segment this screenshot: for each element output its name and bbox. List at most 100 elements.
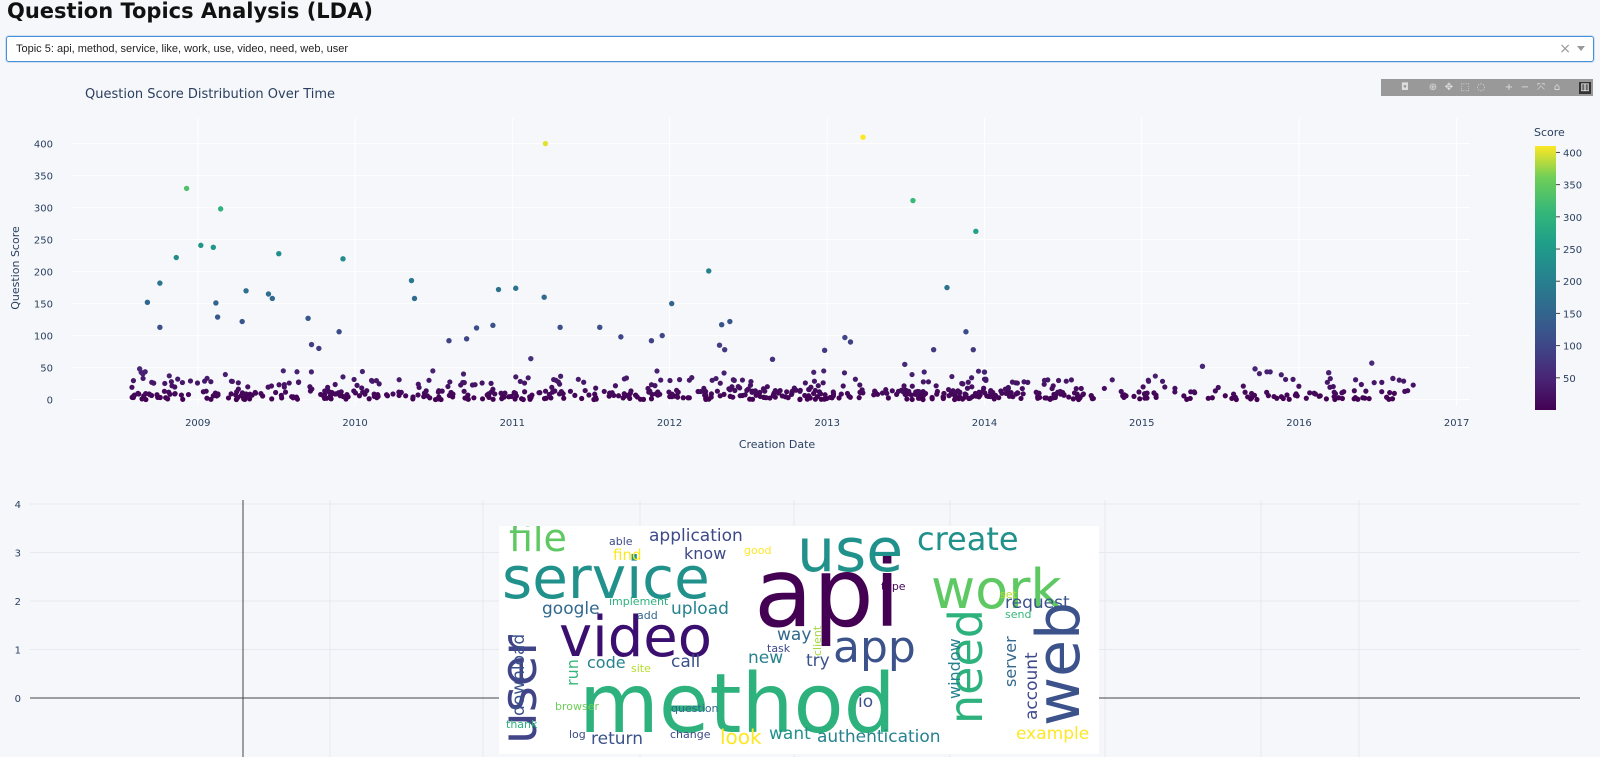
data-point xyxy=(652,383,658,389)
data-point xyxy=(408,277,415,284)
data-point xyxy=(586,392,592,398)
data-point xyxy=(1360,395,1366,401)
data-point xyxy=(1019,385,1025,392)
data-point xyxy=(655,389,661,395)
data-point xyxy=(960,381,966,387)
y-tick-label: 200 xyxy=(34,268,53,279)
wordcloud-word: know xyxy=(684,544,726,563)
data-point xyxy=(446,392,452,399)
data-point xyxy=(185,391,192,398)
data-point xyxy=(1280,395,1286,402)
data-point xyxy=(963,329,969,335)
x-axis-ticks: 2009 2010 2011 2012 2013 2014 2015 2016 2017 xyxy=(185,418,1469,429)
data-point xyxy=(757,393,763,400)
data-point xyxy=(486,394,492,401)
clear-icon[interactable]: × xyxy=(1559,41,1571,57)
data-point xyxy=(1055,377,1062,384)
wordcloud-word: file xyxy=(509,526,567,560)
data-point xyxy=(609,390,615,396)
data-point xyxy=(1351,388,1357,394)
data-point xyxy=(490,322,496,329)
data-point xyxy=(214,314,221,320)
data-point xyxy=(846,393,852,399)
camera-icon[interactable]: ◘ xyxy=(1401,81,1409,93)
chevron-down-icon[interactable] xyxy=(1577,46,1585,51)
data-point xyxy=(983,376,989,382)
data-point xyxy=(1249,390,1255,397)
topic-dropdown-value: Topic 5: api, method, service, like, wor… xyxy=(16,43,348,55)
data-point xyxy=(727,387,733,393)
data-point xyxy=(879,390,886,396)
data-point xyxy=(791,385,797,391)
autoscale-icon[interactable]: ⤧ xyxy=(1537,81,1545,93)
data-point xyxy=(1209,395,1215,401)
data-point xyxy=(717,393,723,399)
zoom-icon[interactable]: ⊕ xyxy=(1428,81,1438,93)
data-point xyxy=(1080,391,1087,397)
data-point xyxy=(909,383,915,389)
wordcloud-word: io xyxy=(858,692,873,712)
data-point xyxy=(187,378,194,384)
box-select-icon[interactable]: ⬚ xyxy=(1460,81,1470,93)
topic-dropdown[interactable]: Topic 5: api, method, service, like, wor… xyxy=(6,36,1594,62)
data-point xyxy=(235,380,241,386)
lasso-icon[interactable]: ◌ xyxy=(1476,81,1486,93)
data-point xyxy=(575,376,581,382)
data-point xyxy=(592,391,598,397)
data-point xyxy=(201,378,208,384)
data-point xyxy=(930,346,937,353)
data-point xyxy=(680,395,686,401)
data-point xyxy=(316,345,322,352)
wordcloud-word: download xyxy=(509,634,529,716)
data-point xyxy=(1123,393,1129,399)
data-point xyxy=(572,392,578,398)
colorbar-tick-label: 150 xyxy=(1563,309,1582,320)
data-point xyxy=(525,375,531,381)
plotly-logo-icon[interactable]: ▥ xyxy=(1579,81,1591,94)
data-point xyxy=(1052,392,1059,399)
data-point xyxy=(307,388,314,394)
data-point xyxy=(1144,390,1150,396)
data-point xyxy=(1172,385,1178,391)
data-point xyxy=(1387,390,1393,396)
data-point xyxy=(473,325,480,331)
data-point xyxy=(180,396,186,402)
wordcloud-word: look xyxy=(720,725,762,749)
colorbar-ticks: 50 100 150 200 250 300 350 400 xyxy=(1556,148,1582,385)
data-point xyxy=(1041,381,1047,387)
data-point xyxy=(479,380,485,386)
wordcloud-word: change xyxy=(670,728,711,741)
data-point xyxy=(136,366,143,372)
data-point xyxy=(815,383,821,389)
data-point xyxy=(179,379,186,386)
wordcloud-word: good xyxy=(744,544,771,557)
data-point xyxy=(1290,376,1296,382)
data-point xyxy=(1256,371,1263,377)
data-point xyxy=(1068,377,1075,383)
data-point xyxy=(916,388,922,395)
zoom-out-icon[interactable]: − xyxy=(1520,81,1530,93)
data-point xyxy=(749,396,756,402)
data-point xyxy=(1057,388,1063,395)
data-point xyxy=(215,391,221,397)
data-point xyxy=(667,377,673,384)
data-point xyxy=(941,390,947,397)
data-point xyxy=(161,388,168,394)
x-tick-label: 2009 xyxy=(185,418,210,429)
data-point xyxy=(359,368,366,375)
data-point xyxy=(1351,396,1357,402)
reset-axes-icon[interactable]: ⌂ xyxy=(1553,81,1561,93)
data-point xyxy=(129,384,135,390)
zoom-in-icon[interactable]: + xyxy=(1504,81,1514,93)
data-point xyxy=(797,396,803,403)
pan-icon[interactable]: ✥ xyxy=(1444,81,1454,93)
wordcloud-word: send xyxy=(1005,608,1031,621)
data-point xyxy=(821,347,828,354)
data-point xyxy=(366,396,372,402)
data-point xyxy=(827,394,833,401)
lower-y-axis-ticks: 0 1 2 3 4 xyxy=(15,500,21,705)
data-point xyxy=(308,369,314,375)
data-point xyxy=(716,342,723,348)
data-point xyxy=(1033,389,1039,395)
score-scatter-chart[interactable]: 2009 2010 2011 2012 2013 2014 2015 2016 2017 0 50… xyxy=(0,70,1600,470)
